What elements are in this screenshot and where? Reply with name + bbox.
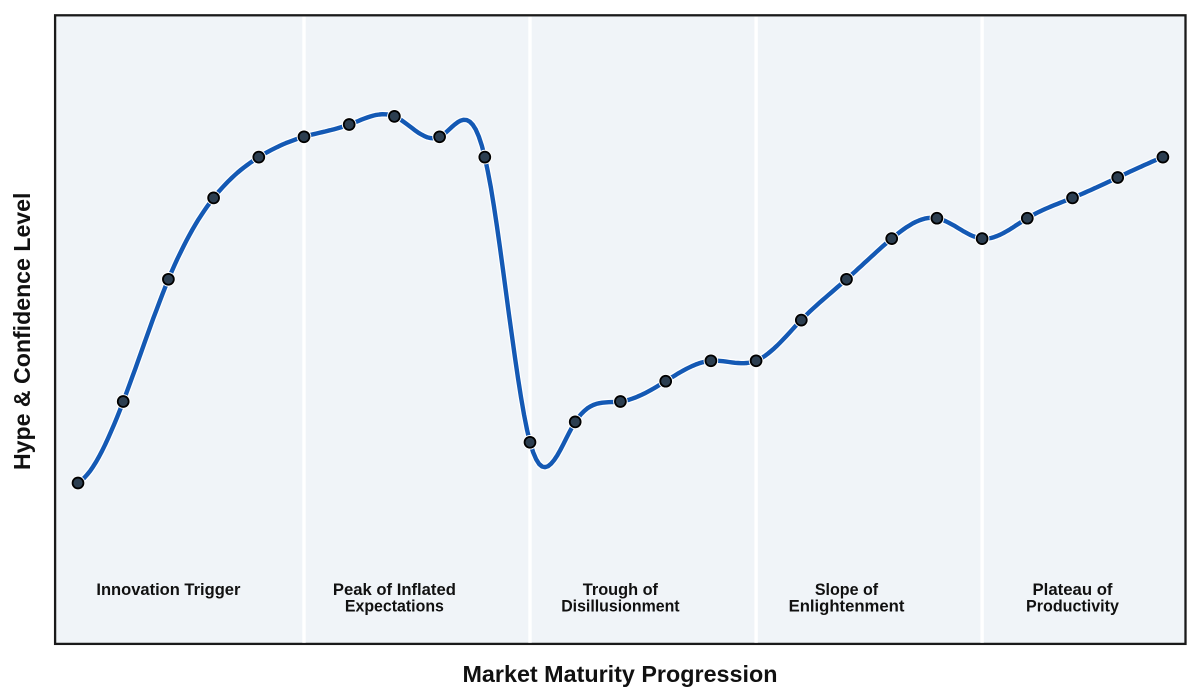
svg-text:Innovation Trigger: Innovation Trigger (96, 581, 241, 599)
svg-text:Disillusionment: Disillusionment (561, 598, 680, 616)
svg-text:Peak of Inflated: Peak of Inflated (333, 581, 456, 599)
svg-text:Hype & Confidence Level: Hype & Confidence Level (9, 193, 35, 471)
svg-text:Productivity: Productivity (1026, 598, 1119, 616)
svg-text:Trough of: Trough of (583, 581, 659, 599)
svg-text:Market Maturity Progression: Market Maturity Progression (463, 661, 778, 687)
svg-text:Plateau of: Plateau of (1033, 581, 1114, 599)
svg-text:Enlightenment: Enlightenment (789, 598, 905, 616)
svg-text:Slope of: Slope of (815, 581, 879, 599)
svg-text:Expectations: Expectations (345, 598, 444, 616)
